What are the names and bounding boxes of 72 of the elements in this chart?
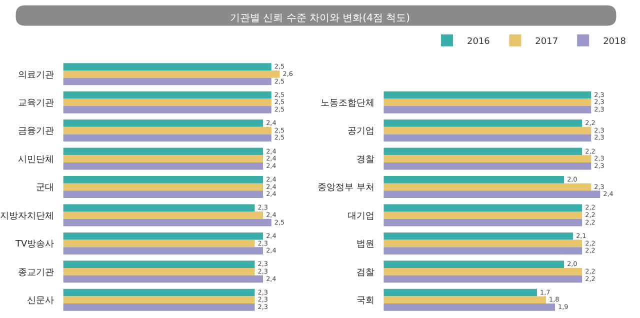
bar	[63, 190, 264, 198]
y-tick-label: 금융기관	[18, 126, 54, 137]
legend-label: 2017	[535, 36, 558, 47]
y-tick-label: 검찰	[356, 268, 375, 278]
bar	[63, 162, 264, 170]
bar	[63, 155, 264, 162]
bar	[384, 176, 564, 184]
bar	[63, 240, 255, 248]
y-tick-label: 시민단체	[18, 154, 54, 165]
y-tick-label: 대기업	[348, 211, 375, 222]
bar	[384, 212, 582, 219]
bar	[63, 98, 272, 106]
bar	[384, 218, 582, 226]
y-tick-label: 교육기관	[18, 98, 54, 108]
y-tick-label: 종교기관	[18, 268, 54, 278]
bar	[384, 260, 564, 268]
legend-label: 2016	[467, 36, 490, 47]
y-tick-label: 군대	[36, 183, 54, 194]
bar	[384, 183, 592, 191]
bar	[63, 120, 264, 127]
bar	[384, 268, 582, 276]
bar	[63, 218, 272, 226]
bar	[384, 98, 592, 106]
y-tick-label: 국회	[356, 296, 375, 306]
bar	[384, 91, 592, 99]
bar	[63, 268, 255, 276]
bar	[63, 148, 264, 156]
bar	[384, 148, 582, 156]
text: 기관별 신뢰 수준 차이와 변화(4점 척도)	[230, 12, 410, 24]
bar	[63, 275, 264, 283]
bar	[63, 260, 255, 268]
bar	[63, 204, 255, 212]
bar	[384, 204, 582, 212]
bar	[384, 232, 574, 240]
bar	[384, 134, 592, 142]
bar	[63, 126, 272, 134]
y-tick-label: 지방자치단체	[0, 211, 54, 222]
bar	[63, 91, 272, 99]
y-tick-label: 신문사	[27, 296, 54, 306]
bar	[63, 78, 272, 86]
bar	[384, 155, 592, 162]
bar	[384, 190, 600, 198]
y-tick-label: 경찰	[356, 154, 375, 165]
bar	[384, 106, 592, 114]
y-tick-label: 의료기관	[18, 70, 54, 80]
bar	[384, 240, 582, 248]
bar	[63, 232, 264, 240]
bar	[384, 275, 582, 283]
bar	[63, 106, 272, 114]
bar	[384, 304, 556, 311]
bar	[63, 288, 255, 296]
y-tick-label: 중앙정부 부처	[318, 183, 375, 194]
bar	[384, 296, 546, 304]
bar	[63, 183, 264, 191]
bar	[63, 296, 255, 304]
bar	[63, 70, 280, 78]
bar	[384, 247, 582, 254]
bar	[384, 120, 582, 127]
y-tick-label: 노동조합단체	[320, 98, 375, 108]
y-tick-label: 공기업	[348, 126, 375, 137]
bar	[63, 176, 264, 184]
bar	[63, 63, 272, 70]
bar	[63, 247, 264, 254]
bar	[63, 304, 255, 311]
bar	[384, 162, 592, 170]
bar	[384, 126, 592, 134]
legend-label: 2018	[603, 36, 626, 47]
y-tick-label: 법원	[356, 240, 375, 250]
bar	[63, 134, 272, 142]
bar	[384, 288, 537, 296]
y-tick-label: TV방송사	[14, 240, 54, 250]
bar	[63, 212, 264, 219]
